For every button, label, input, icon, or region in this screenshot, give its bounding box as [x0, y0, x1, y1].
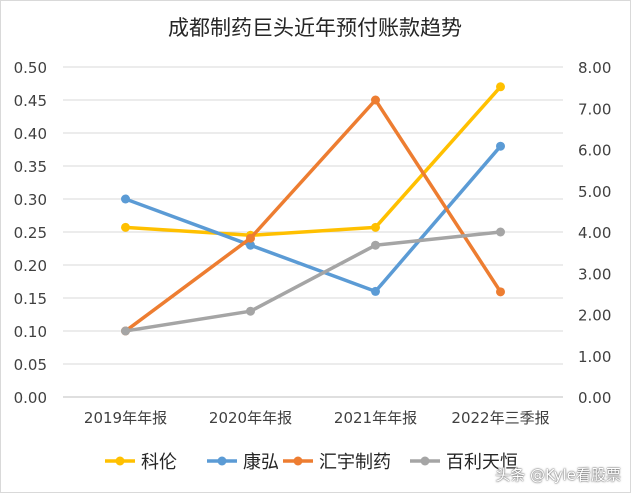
series-2 — [121, 95, 505, 336]
data-point — [496, 287, 505, 297]
series-3 — [121, 227, 505, 336]
left-axis: 0.00 0.05 0.10 0.15 0.20 0.25 0.30 0.35 0.40 0.45… — [14, 59, 47, 407]
left-tick-label: 0.25 — [14, 224, 47, 242]
right-tick-label: 2.00 — [578, 307, 611, 325]
data-point — [371, 95, 380, 105]
data-point — [371, 222, 380, 232]
series-0 — [121, 82, 505, 240]
chart-title: 成都制药巨头近年预付账款趋势 — [168, 16, 462, 40]
legend-item: 汇宇制药 — [283, 452, 391, 473]
legend-swatch-marker — [420, 456, 430, 466]
data-point — [121, 222, 130, 232]
series-line — [125, 85, 502, 238]
x-axis: 2019年年报 2020年年报 2021年年报 2022年三季报 — [84, 409, 550, 427]
gridlines — [63, 66, 563, 398]
right-tick-label: 4.00 — [578, 224, 611, 242]
right-tick-label: 7.00 — [578, 100, 611, 118]
watermark: 头条 @Kyle看股票 — [495, 466, 621, 484]
left-tick-label: 0.45 — [14, 92, 47, 110]
legend-swatch-marker — [293, 456, 303, 466]
legend-item: 科伦 — [105, 452, 177, 473]
right-tick-label: 8.00 — [578, 59, 611, 77]
series-1 — [121, 141, 505, 296]
left-tick-label: 0.40 — [14, 125, 47, 143]
legend-label: 康弘 — [243, 452, 279, 473]
data-point — [371, 240, 380, 250]
legend-label: 汇宇制药 — [319, 452, 391, 473]
legend-swatch-marker — [217, 456, 227, 466]
legend-label: 百利天恒 — [446, 452, 518, 473]
left-tick-label: 0.20 — [14, 257, 47, 275]
right-tick-label: 1.00 — [578, 348, 611, 366]
series-layer — [121, 82, 505, 336]
right-tick-label: 6.00 — [578, 142, 611, 160]
legend-swatch-marker — [115, 456, 125, 466]
data-point — [496, 82, 505, 92]
x-tick-label: 2022年三季报 — [451, 409, 549, 427]
x-tick-label: 2021年年报 — [334, 409, 417, 427]
right-tick-label: 0.00 — [578, 389, 611, 407]
left-tick-label: 0.35 — [14, 158, 47, 176]
data-point — [496, 227, 505, 237]
right-tick-label: 5.00 — [578, 183, 611, 201]
x-tick-label: 2019年年报 — [84, 409, 167, 427]
series-line — [125, 230, 501, 333]
data-point — [246, 233, 255, 243]
left-tick-label: 0.50 — [14, 59, 47, 77]
data-point — [121, 194, 130, 204]
legend-item: 康弘 — [207, 452, 279, 473]
data-point — [121, 326, 130, 336]
left-tick-label: 0.30 — [14, 191, 47, 209]
right-axis: 0.00 1.00 2.00 3.00 4.00 5.00 6.00 7.00 8.00 — [578, 59, 611, 407]
right-tick-label: 3.00 — [578, 265, 611, 283]
series-line — [124, 145, 502, 294]
data-point — [246, 240, 255, 250]
data-point — [371, 286, 380, 296]
legend: 科伦 康弘 汇宇制药 百利天恒 — [105, 452, 518, 473]
x-tick-label: 2020年年报 — [209, 409, 292, 427]
left-tick-label: 0.10 — [14, 323, 47, 341]
legend-item: 百利天恒 — [410, 452, 518, 473]
left-tick-label: 0.15 — [14, 290, 47, 308]
left-tick-label: 0.05 — [14, 356, 47, 374]
series-line — [124, 98, 502, 333]
data-point — [246, 306, 255, 316]
legend-label: 科伦 — [141, 452, 177, 473]
data-point — [496, 141, 505, 151]
left-tick-label: 0.00 — [14, 389, 47, 407]
